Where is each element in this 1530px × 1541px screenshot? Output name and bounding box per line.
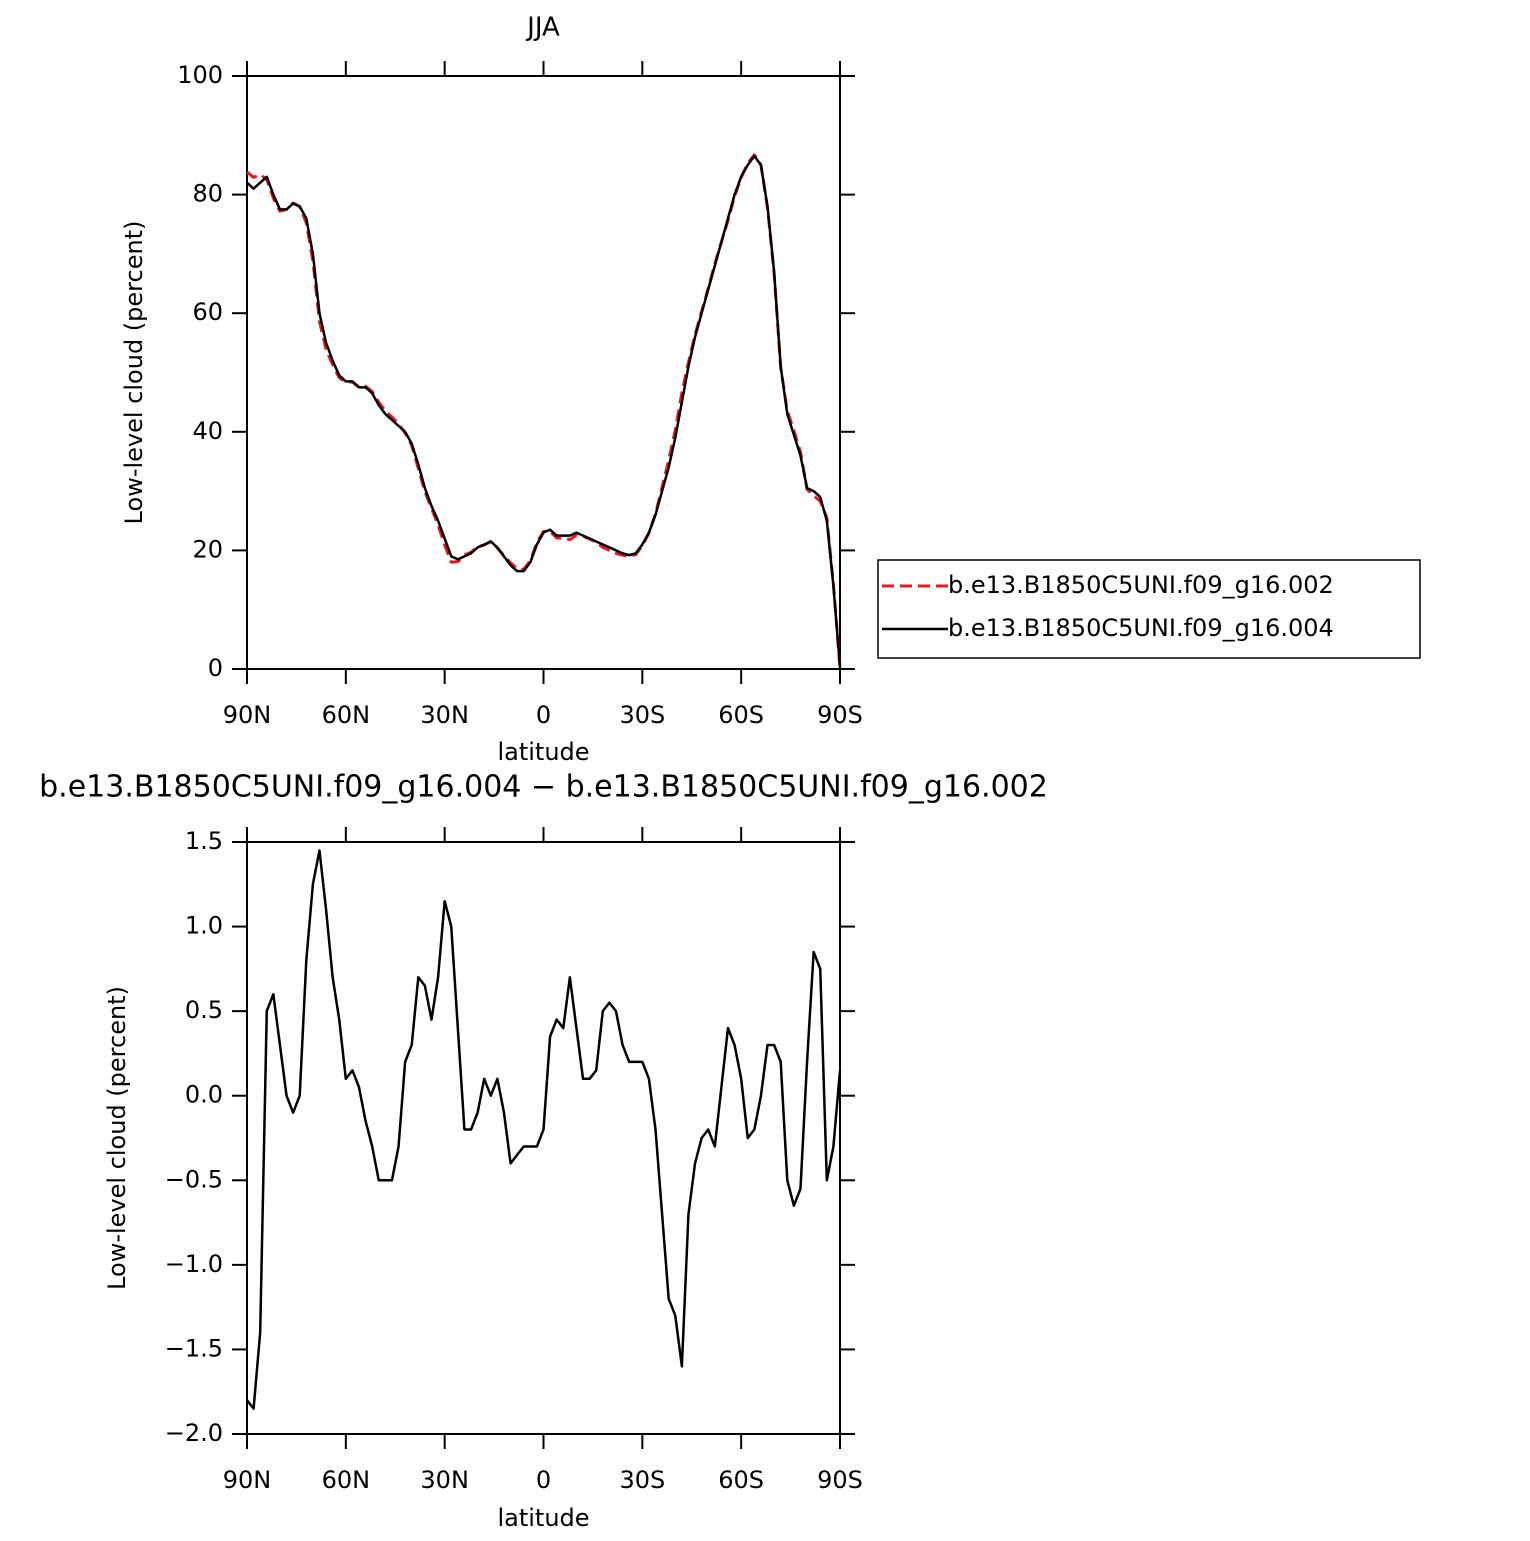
y-tick-label: −0.5	[165, 1165, 223, 1193]
y-tick-label: 20	[192, 535, 223, 563]
y-tick-label: 0.0	[185, 1081, 223, 1109]
x-tick-label: 90S	[817, 701, 863, 729]
x-tick-label: 30N	[420, 1466, 469, 1494]
y-tick-label: −1.5	[165, 1334, 223, 1362]
data-line	[246, 153, 842, 669]
plot-frame	[246, 841, 841, 1435]
legend-box	[877, 559, 1421, 659]
y-tick-label: 0.5	[185, 996, 223, 1024]
data-line	[246, 849, 842, 1410]
x-tick-label: 90S	[817, 1466, 863, 1494]
chart-title: JJA	[525, 13, 560, 43]
y-axis-label: Low-level cloud (percent)	[120, 221, 148, 525]
y-axis-label: Low-level cloud (percent)	[103, 986, 131, 1290]
x-tick-label: 60N	[322, 701, 371, 729]
x-tick-label: 90N	[223, 1466, 272, 1494]
x-tick-label: 60S	[718, 701, 764, 729]
y-tick-label: 40	[192, 417, 223, 445]
legend-label: b.e13.B1850C5UNI.f09_g16.004	[948, 614, 1334, 642]
data-line	[246, 154, 842, 668]
y-tick-label: 80	[192, 180, 223, 208]
y-tick-label: 100	[177, 61, 223, 89]
legend-label: b.e13.B1850C5UNI.f09_g16.002	[948, 571, 1334, 599]
chart-title: b.e13.B1850C5UNI.f09_g16.004 − b.e13.B18…	[39, 770, 1048, 805]
y-tick-label: −2.0	[165, 1419, 223, 1447]
x-tick-label: 30S	[619, 1466, 665, 1494]
y-tick-label: 0	[208, 654, 223, 682]
x-axis-label: latitude	[497, 1504, 589, 1532]
y-tick-label: 1.0	[185, 912, 223, 940]
y-tick-label: 60	[192, 298, 223, 326]
x-tick-label: 30S	[619, 701, 665, 729]
y-tick-label: −1.0	[165, 1250, 223, 1278]
x-tick-label: 60N	[322, 1466, 371, 1494]
y-tick-label: 1.5	[185, 827, 223, 855]
x-tick-label: 30N	[420, 701, 469, 729]
x-tick-label: 0	[536, 701, 551, 729]
x-tick-label: 90N	[223, 701, 272, 729]
x-axis-label: latitude	[497, 738, 589, 766]
x-tick-label: 60S	[718, 1466, 764, 1494]
x-tick-label: 0	[536, 1466, 551, 1494]
